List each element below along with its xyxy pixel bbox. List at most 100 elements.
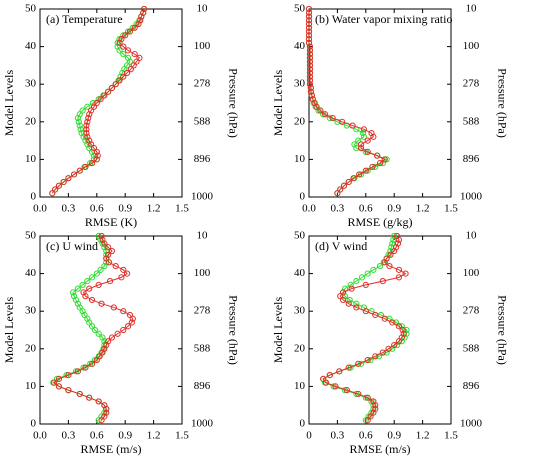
data-point bbox=[120, 43, 127, 50]
y2-tick-label: 10 bbox=[197, 3, 209, 15]
data-point bbox=[353, 278, 360, 285]
data-point bbox=[83, 126, 90, 133]
y-tick-label: 0 bbox=[31, 191, 37, 203]
plot-frame bbox=[308, 8, 452, 198]
panel: 0.0 0.3 0.6 0.9 1.2 1.5 0 1000 10 896 20 588 30 278 40… bbox=[2, 230, 241, 456]
data-point bbox=[116, 77, 123, 84]
data-point bbox=[88, 160, 96, 167]
data-point bbox=[364, 137, 371, 144]
data-point bbox=[89, 99, 97, 107]
y2-tick-label: 1000 bbox=[460, 418, 483, 430]
data-point bbox=[83, 129, 90, 137]
data-point bbox=[86, 285, 93, 292]
data-point bbox=[353, 304, 360, 311]
data-point bbox=[75, 118, 82, 125]
data-point bbox=[336, 368, 343, 375]
data-point bbox=[124, 323, 132, 330]
data-point bbox=[400, 330, 407, 337]
data-point bbox=[88, 360, 96, 367]
data-point bbox=[359, 129, 367, 137]
data-point bbox=[74, 368, 81, 375]
data-point bbox=[108, 84, 116, 92]
data-point bbox=[305, 35, 313, 43]
panel-title: (d) V wind bbox=[315, 239, 367, 253]
data-point bbox=[370, 398, 377, 405]
data-point bbox=[112, 262, 119, 270]
data-point bbox=[357, 141, 365, 148]
data-point bbox=[99, 334, 106, 341]
x-tick-label: 1.5 bbox=[175, 203, 189, 215]
data-point bbox=[112, 81, 119, 88]
data-point bbox=[360, 126, 368, 133]
data-point bbox=[84, 118, 91, 125]
data-point bbox=[94, 152, 101, 159]
data-point bbox=[105, 88, 112, 95]
data-point bbox=[360, 133, 368, 140]
data-point bbox=[101, 402, 108, 409]
data-point bbox=[306, 47, 314, 54]
data-point bbox=[88, 296, 96, 304]
y2-tick-label: 10 bbox=[466, 230, 478, 242]
y2-tick-label: 278 bbox=[463, 78, 480, 90]
data-point bbox=[306, 58, 314, 65]
data-point bbox=[339, 289, 347, 296]
data-point bbox=[306, 69, 314, 77]
data-point bbox=[346, 296, 353, 304]
y-tick-label: 0 bbox=[300, 191, 306, 203]
data-point bbox=[82, 364, 89, 371]
data-point bbox=[305, 9, 313, 16]
x-tick-label: 0.3 bbox=[62, 203, 76, 215]
data-point bbox=[84, 133, 91, 140]
data-point bbox=[101, 341, 108, 349]
data-point bbox=[306, 62, 314, 69]
x-tick-label: 0.0 bbox=[302, 203, 316, 215]
data-point bbox=[393, 232, 401, 240]
data-point bbox=[88, 274, 96, 281]
data-point bbox=[372, 311, 379, 319]
data-point bbox=[305, 17, 313, 24]
data-point bbox=[74, 285, 81, 292]
data-point bbox=[85, 114, 92, 122]
data-point bbox=[123, 270, 131, 277]
x-axis-label: RMSE (m/s) bbox=[349, 442, 410, 456]
y2-axis-label: Pressure (hPa) bbox=[495, 68, 509, 138]
data-point bbox=[389, 319, 396, 326]
x-tick-label: 0.9 bbox=[118, 430, 132, 442]
data-point bbox=[141, 5, 148, 13]
data-point bbox=[391, 341, 398, 349]
data-point bbox=[364, 148, 371, 155]
y2-tick-label: 896 bbox=[194, 380, 211, 392]
data-point bbox=[305, 28, 313, 35]
data-point bbox=[120, 266, 127, 273]
data-point bbox=[70, 293, 78, 300]
series-line bbox=[322, 235, 408, 421]
x-tick-label: 1.5 bbox=[444, 203, 458, 215]
data-point bbox=[108, 334, 116, 341]
data-point bbox=[391, 232, 398, 240]
data-point bbox=[98, 232, 105, 240]
data-point bbox=[76, 167, 83, 174]
y-axis-label: Model Levels bbox=[271, 70, 285, 137]
y-tick-label: 20 bbox=[25, 115, 37, 127]
x-tick-label: 1.2 bbox=[147, 430, 161, 442]
data-point bbox=[122, 32, 129, 39]
data-point bbox=[375, 353, 383, 360]
y-tick-label: 40 bbox=[294, 267, 306, 279]
panel: 0 0.3 0.6 0.9 1.2 1.5 0 1000 10 896 20 588 30 278 40 10… bbox=[271, 230, 510, 456]
y2-tick-label: 896 bbox=[463, 380, 480, 392]
data-point bbox=[340, 182, 348, 189]
data-point bbox=[345, 364, 352, 371]
data-point bbox=[350, 175, 357, 182]
data-point bbox=[307, 84, 314, 92]
data-point bbox=[97, 266, 104, 273]
data-point bbox=[93, 156, 100, 163]
data-point bbox=[84, 103, 91, 110]
data-point bbox=[76, 390, 83, 398]
y2-tick-label: 588 bbox=[194, 115, 211, 127]
y2-tick-label: 278 bbox=[194, 305, 211, 317]
x-tick-label: 1.5 bbox=[444, 430, 458, 442]
data-point bbox=[368, 398, 375, 405]
x-tick-label: 0.0 bbox=[33, 203, 47, 215]
data-point bbox=[337, 186, 344, 193]
